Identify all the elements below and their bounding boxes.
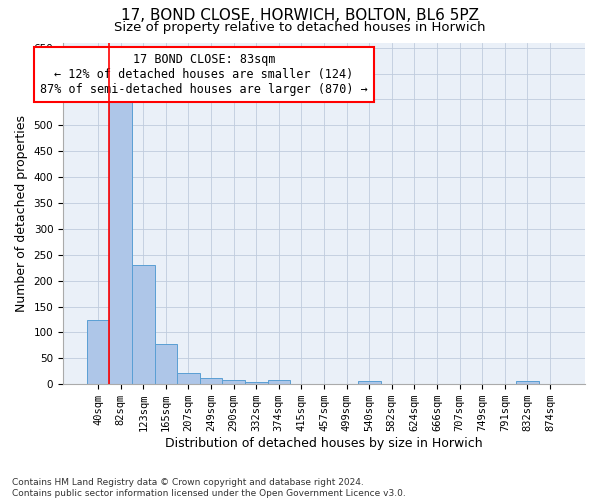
Bar [109, 100, 132, 384]
Bar [132, 265, 155, 384]
Bar [223, 380, 245, 384]
Text: 17 BOND CLOSE: 83sqm
← 12% of detached houses are smaller (124)
87% of semi-deta: 17 BOND CLOSE: 83sqm ← 12% of detached h… [40, 53, 368, 96]
Text: Size of property relative to detached houses in Horwich: Size of property relative to detached ho… [114, 21, 486, 34]
Y-axis label: Number of detached properties: Number of detached properties [15, 115, 28, 312]
Bar [268, 380, 290, 384]
Text: 17, BOND CLOSE, HORWICH, BOLTON, BL6 5PZ: 17, BOND CLOSE, HORWICH, BOLTON, BL6 5PZ [121, 8, 479, 22]
Text: Contains HM Land Registry data © Crown copyright and database right 2024.
Contai: Contains HM Land Registry data © Crown c… [12, 478, 406, 498]
Bar [516, 381, 539, 384]
Bar [200, 378, 223, 384]
X-axis label: Distribution of detached houses by size in Horwich: Distribution of detached houses by size … [165, 437, 483, 450]
Bar [87, 320, 109, 384]
Bar [358, 380, 380, 384]
Bar [177, 373, 200, 384]
Bar [245, 382, 268, 384]
Bar [155, 344, 177, 384]
